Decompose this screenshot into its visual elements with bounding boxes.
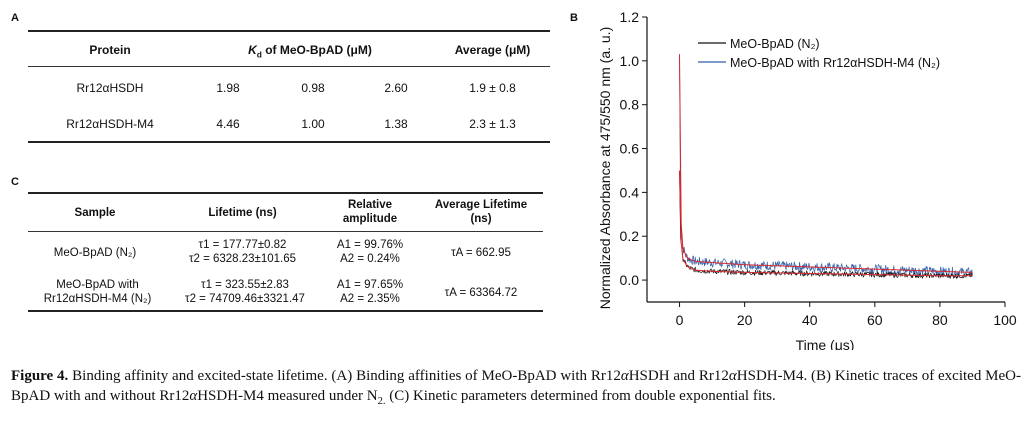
panel-a-header-kd: Kd of MeO-BpAD (μM) bbox=[248, 43, 372, 60]
panel-c-header-lifetime: Lifetime (ns) bbox=[208, 207, 277, 219]
fit-line-1 bbox=[679, 54, 973, 273]
y-tick-label: 0.4 bbox=[620, 184, 640, 200]
legend-label-0: MeO-BpAD (N₂) bbox=[730, 37, 820, 51]
y-tick-label: 1.0 bbox=[620, 53, 640, 69]
x-tick-label: 100 bbox=[993, 312, 1017, 328]
chart-legend: MeO-BpAD (N₂) MeO-BpAD with Rr12αHSDH-M4 … bbox=[698, 37, 940, 70]
series-line-1 bbox=[679, 54, 973, 279]
legend-label-1: MeO-BpAD with Rr12αHSDH-M4 (N₂) bbox=[730, 56, 940, 70]
panel-c-row2-sample: MeO-BpAD with Rr12αHSDH-M4 (N₂) bbox=[43, 279, 152, 305]
x-tick-label: 40 bbox=[802, 312, 818, 328]
panel-c-row1-lifetime: τ1 = 177.77±0.82 τ2 = 6328.23±101.65 bbox=[188, 239, 297, 265]
x-tick-label: 0 bbox=[676, 312, 684, 328]
panel-c-row2-average: τA = 63364.72 bbox=[444, 287, 518, 299]
y-tick-label: 1.2 bbox=[620, 9, 640, 25]
panel-a-row1-protein: Rr12αHSDH bbox=[76, 81, 144, 95]
y-tick-label: 0.0 bbox=[620, 272, 640, 288]
panel-a-row2-v2: 1.00 bbox=[301, 117, 325, 131]
panel-c-header-sample: Sample bbox=[74, 207, 116, 219]
panel-c-row2-lifetime: τ1 = 323.55±2.83 τ2 = 74709.46±3321.47 bbox=[185, 279, 305, 305]
panel-a-header-rule bbox=[28, 66, 550, 67]
panel-a-row1-v2: 0.98 bbox=[301, 81, 325, 95]
panel-a-row1-avg: 1.9 ± 0.8 bbox=[469, 81, 516, 95]
panel-a-row2-v1: 4.46 bbox=[216, 117, 240, 131]
panel-a-row2-v3: 1.38 bbox=[384, 117, 408, 131]
fit-line-0 bbox=[679, 170, 973, 277]
panel-c-top-rule bbox=[28, 192, 543, 194]
panel-c-row1-amplitude: A1 = 99.76% A2 = 0.24% bbox=[336, 239, 404, 265]
panel-c-row2-amplitude: A1 = 97.65% A2 = 2.35% bbox=[336, 279, 404, 305]
panel-a-row1-v1: 1.98 bbox=[216, 81, 240, 95]
panel-c-header-rule bbox=[28, 231, 543, 232]
panel-a-letter: A bbox=[11, 12, 19, 24]
chart-y-axis-label: Normalized Absorbance at 475/550 nm (a. … bbox=[597, 27, 613, 310]
panel-a-bottom-rule bbox=[28, 141, 550, 143]
panel-a-top-rule bbox=[28, 30, 550, 32]
x-tick-label: 60 bbox=[867, 312, 883, 328]
series-line-0 bbox=[679, 170, 973, 280]
y-tick-label: 0.6 bbox=[620, 141, 640, 157]
x-tick-label: 80 bbox=[932, 312, 948, 328]
chart-x-axis-label: Time (μs) bbox=[796, 337, 855, 350]
panel-a-header-average: Average (μM) bbox=[454, 43, 531, 57]
panel-b-letter: B bbox=[570, 12, 578, 24]
panel-a-row2-avg: 2.3 ± 1.3 bbox=[469, 117, 516, 131]
panel-c-letter: C bbox=[11, 176, 19, 188]
panel-c-row1-average: τA = 662.95 bbox=[451, 247, 511, 259]
panel-c-bottom-rule bbox=[28, 310, 543, 312]
y-tick-label: 0.8 bbox=[620, 97, 640, 113]
x-tick-label: 20 bbox=[737, 312, 753, 328]
panel-c-header-relative: Relative amplitude bbox=[342, 199, 398, 225]
chart-plot-area bbox=[679, 54, 973, 280]
panel-c-header-average: Average Lifetime (ns) bbox=[434, 199, 528, 225]
chart-axes: 0.0 0.2 0.4 0.6 0.8 1.0 1.2 0 20 40 60 80 100 bbox=[620, 9, 1017, 328]
figure-caption: Figure 4. Binding affinity and excited-s… bbox=[11, 368, 1021, 407]
panel-a-header-protein: Protein bbox=[89, 43, 131, 57]
panel-c-row1-sample: MeO-BpAD (N₂) bbox=[53, 247, 137, 259]
y-tick-label: 0.2 bbox=[620, 228, 640, 244]
kinetic-trace-chart: 0.0 0.2 0.4 0.6 0.8 1.0 1.2 0 20 40 60 80 100 MeO-Bp… bbox=[597, 9, 1017, 350]
panel-a-row1-v3: 2.60 bbox=[384, 81, 408, 95]
panel-a-row2-protein: Rr12αHSDH-M4 bbox=[66, 117, 154, 131]
